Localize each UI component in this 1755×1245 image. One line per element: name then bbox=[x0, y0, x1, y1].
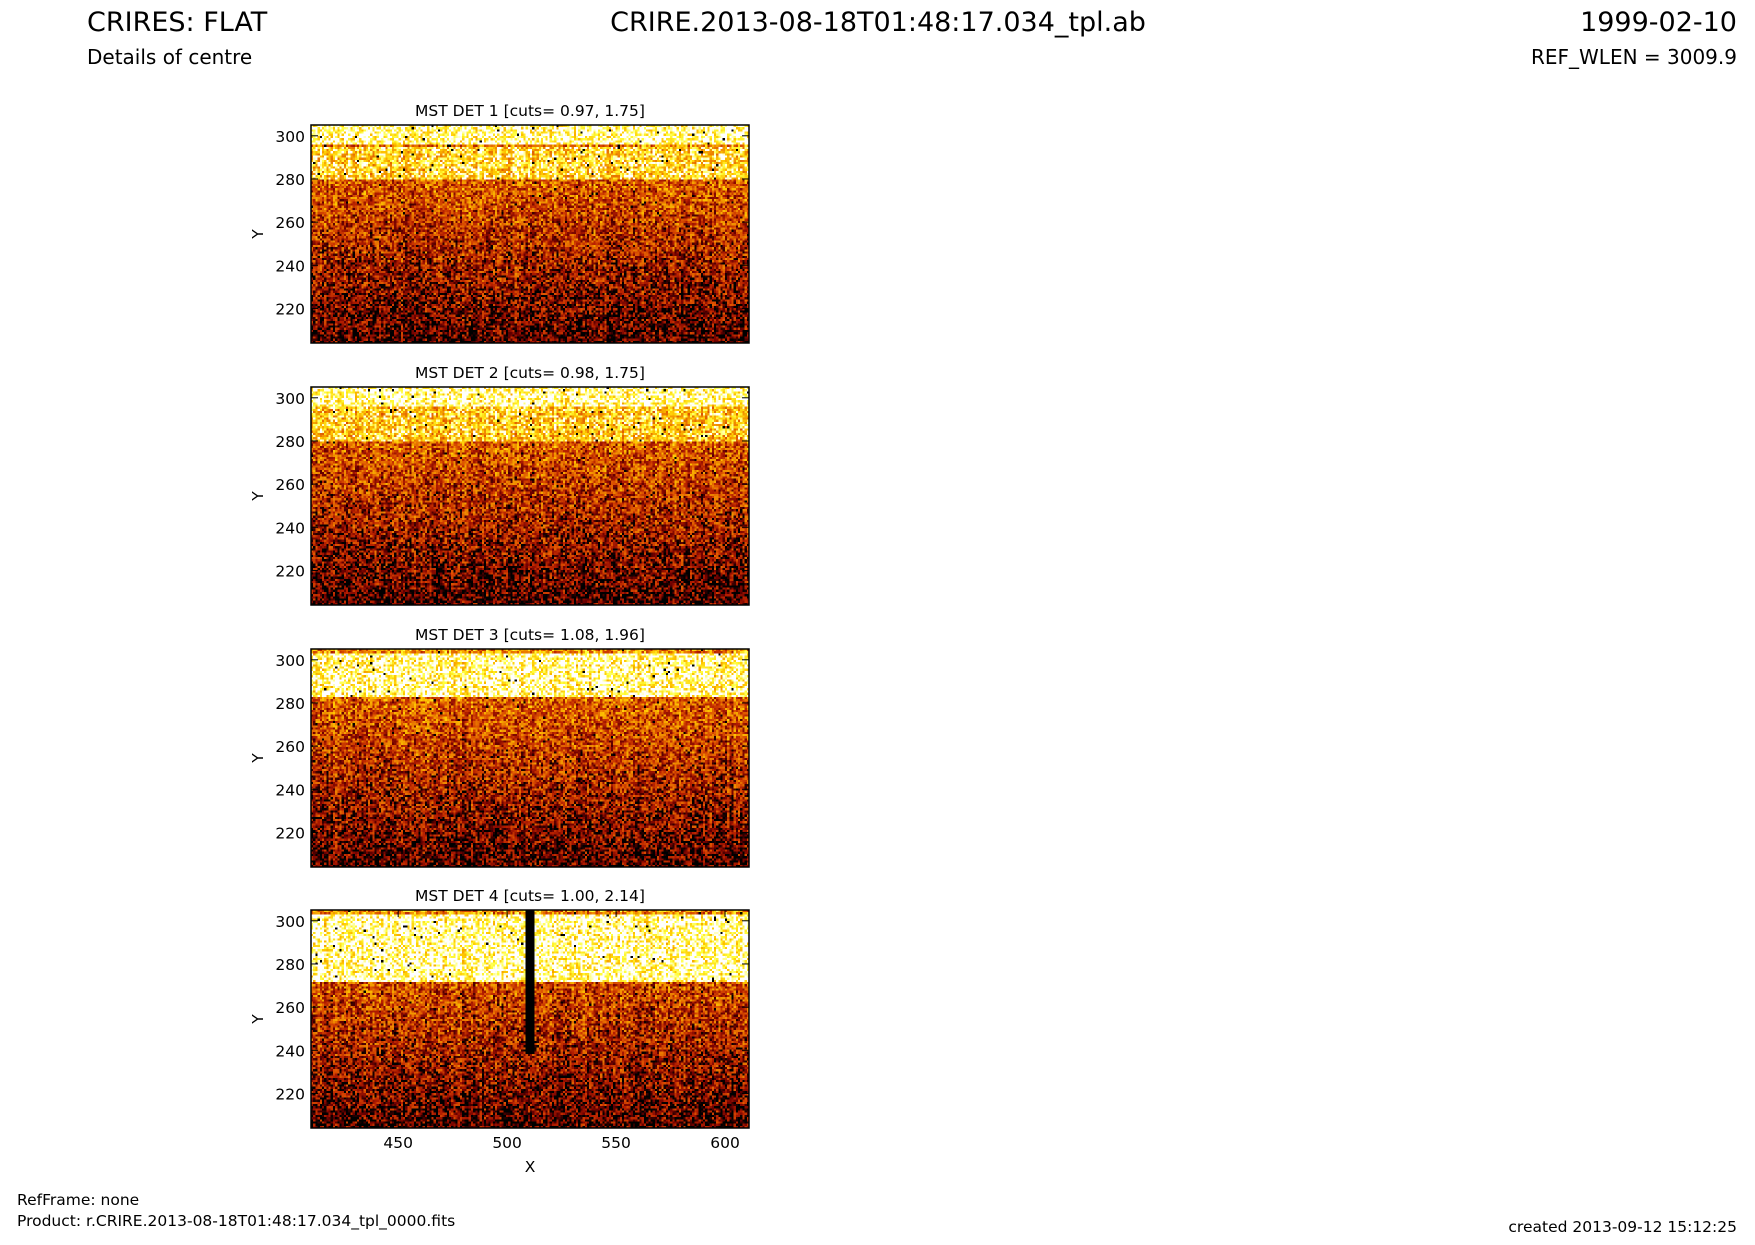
heatmap-image bbox=[311, 910, 749, 1128]
page-subtitle: Details of centre bbox=[87, 45, 253, 69]
panel-title: MST DET 1 [cuts= 0.97, 1.75] bbox=[415, 102, 645, 120]
y-tick-label: 300 bbox=[275, 128, 305, 146]
y-axis-label: Y bbox=[249, 1014, 267, 1025]
heatmap-image bbox=[311, 125, 749, 343]
y-tick-label: 280 bbox=[275, 433, 305, 451]
y-tick-label: 220 bbox=[275, 1085, 305, 1103]
panel-2: MST DET 2 [cuts= 0.98, 1.75] 220 240 260 280… bbox=[249, 364, 750, 606]
x-axis-label: X bbox=[525, 1158, 536, 1176]
created-label: created 2013-09-12 15:12:25 bbox=[1508, 1218, 1737, 1236]
date-label: 1999-02-10 bbox=[1580, 7, 1737, 38]
y-tick-label: 260 bbox=[275, 214, 305, 232]
y-tick-label: 300 bbox=[275, 652, 305, 670]
refframe-label: RefFrame: none bbox=[17, 1191, 140, 1209]
x-tick-label: 450 bbox=[383, 1134, 413, 1152]
y-tick-label: 300 bbox=[275, 913, 305, 931]
panel-title: MST DET 3 [cuts= 1.08, 1.96] bbox=[415, 626, 645, 644]
y-tick-label: 260 bbox=[275, 738, 305, 756]
plot-frame bbox=[310, 124, 750, 344]
y-tick-label: 280 bbox=[275, 171, 305, 189]
y-tick-label: 240 bbox=[275, 1042, 305, 1060]
plot-frame bbox=[310, 909, 750, 1129]
y-tick-label: 220 bbox=[275, 300, 305, 318]
y-axis-label: Y bbox=[249, 491, 267, 502]
y-tick-label: 240 bbox=[275, 519, 305, 537]
y-tick-label: 280 bbox=[275, 695, 305, 713]
y-tick-label: 280 bbox=[275, 956, 305, 974]
panel-title: MST DET 4 [cuts= 1.00, 2.14] bbox=[415, 887, 645, 905]
file-name: CRIRE.2013-08-18T01:48:17.034_tpl.ab bbox=[610, 7, 1146, 38]
plot-frame bbox=[310, 386, 750, 606]
panel-3: MST DET 3 [cuts= 1.08, 1.96] 220 240 260 280… bbox=[249, 626, 750, 868]
x-tick-label: 500 bbox=[492, 1134, 522, 1152]
ref-wlen-label: REF_WLEN = 3009.9 bbox=[1530, 45, 1737, 69]
panel-4: MST DET 4 [cuts= 1.00, 2.14] 220 240 260 280… bbox=[249, 887, 750, 1176]
y-tick-label: 260 bbox=[275, 999, 305, 1017]
x-tick-label: 550 bbox=[601, 1134, 631, 1152]
heatmap-image bbox=[311, 387, 749, 605]
y-tick-label: 240 bbox=[275, 257, 305, 275]
y-tick-label: 260 bbox=[275, 476, 305, 494]
plot-frame bbox=[310, 648, 750, 868]
y-tick-label: 300 bbox=[275, 390, 305, 408]
x-tick-label: 600 bbox=[710, 1134, 740, 1152]
page-title: CRIRES: FLAT bbox=[87, 7, 268, 38]
y-tick-label: 220 bbox=[275, 824, 305, 842]
panel-title: MST DET 2 [cuts= 0.98, 1.75] bbox=[415, 364, 645, 382]
y-tick-label: 240 bbox=[275, 781, 305, 799]
y-axis-label: Y bbox=[249, 753, 267, 764]
heatmap-image bbox=[311, 649, 749, 867]
panel-1: MST DET 1 [cuts= 0.97, 1.75] 220 240 260 280… bbox=[249, 102, 750, 344]
product-label: Product: r.CRIRE.2013-08-18T01:48:17.034… bbox=[17, 1212, 456, 1230]
y-tick-label: 220 bbox=[275, 562, 305, 580]
y-axis-label: Y bbox=[249, 229, 267, 240]
